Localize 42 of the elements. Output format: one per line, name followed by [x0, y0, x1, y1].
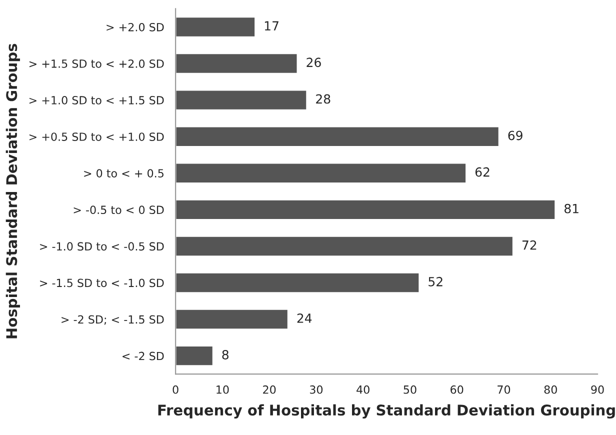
y-tick-label: < -2 SD [122, 352, 164, 360]
y-tick-label: > +0.5 SD to < +1.0 SD [29, 132, 164, 141]
data-label: 81 [564, 204, 578, 214]
y-tick-label: > +2.0 SD [106, 22, 164, 32]
x-tick-label: 30 [310, 385, 323, 394]
y-axis-title: Hospital Standard Deviation Groups [6, 44, 20, 338]
y-tick-label: > -1.5 SD to < -1.0 SD [40, 278, 164, 288]
bar [176, 16, 256, 38]
x-tick-label: 90 [591, 385, 604, 394]
data-label: 69 [508, 130, 522, 140]
data-label: 8 [222, 350, 228, 360]
bar [176, 235, 514, 257]
bar [176, 162, 467, 184]
x-tick-label: 70 [498, 385, 510, 394]
data-label: 17 [264, 21, 278, 30]
bar [176, 198, 556, 220]
bar [176, 345, 214, 367]
x-tick-label: 40 [356, 385, 370, 394]
y-tick-label: > 0 to < + 0.5 [84, 169, 164, 178]
data-label: 62 [475, 167, 490, 177]
x-tick-label: 0 [172, 385, 178, 394]
x-tick-label: 10 [216, 385, 229, 394]
data-label: 28 [316, 94, 330, 104]
data-label: 26 [306, 58, 321, 68]
bar [176, 272, 420, 294]
x-tick-label: 60 [450, 385, 464, 394]
y-tick-label: > -1.0 SD to < -0.5 SD [40, 242, 164, 251]
y-tick-label: > -0.5 to < 0 SD [74, 206, 164, 214]
x-tick-label: 20 [263, 385, 276, 394]
x-tick-label: 50 [404, 385, 416, 394]
data-label: 72 [522, 240, 536, 250]
y-tick-label: > -2 SD; < -1.5 SD [62, 315, 164, 325]
x-axis-title: Frequency of Hospitals by Standard Deviation Grouping [158, 404, 615, 419]
y-tick-label: > +1.5 SD to < +2.0 SD [29, 59, 164, 68]
y-tick-label: > +1.0 SD to < +1.5 SD [29, 96, 164, 104]
bar [176, 89, 308, 111]
data-label: 52 [428, 276, 442, 286]
bar [176, 308, 289, 330]
bar [176, 126, 500, 148]
x-tick-label: 80 [544, 385, 557, 394]
bar [176, 52, 298, 74]
data-label: 24 [297, 313, 312, 323]
